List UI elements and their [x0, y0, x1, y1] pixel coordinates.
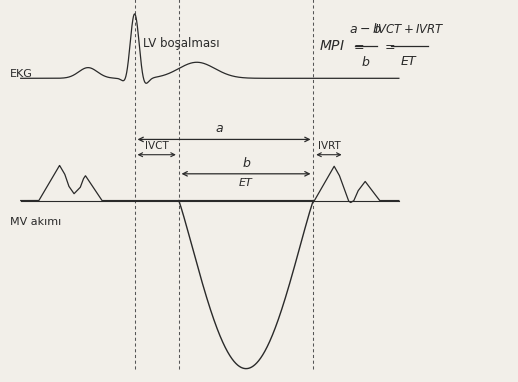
Text: EKG: EKG	[10, 70, 33, 79]
Text: ET: ET	[239, 178, 253, 188]
Text: $\mathit{ET}$: $\mathit{ET}$	[400, 55, 419, 68]
Text: $=$: $=$	[351, 39, 364, 52]
Text: $\mathit{b}$: $\mathit{b}$	[361, 55, 370, 70]
Text: IVRT: IVRT	[318, 141, 340, 151]
Text: MV akımı: MV akımı	[10, 217, 62, 227]
Text: b: b	[242, 157, 250, 170]
Text: $=$: $=$	[382, 39, 395, 52]
Text: $\mathit{a-b}$: $\mathit{a-b}$	[349, 22, 381, 36]
Text: $\mathit{MPI}$: $\mathit{MPI}$	[319, 39, 344, 53]
Text: $\mathit{IVCT+IVRT}$: $\mathit{IVCT+IVRT}$	[374, 23, 444, 36]
Text: IVCT: IVCT	[145, 141, 168, 151]
Text: LV boşalması: LV boşalması	[143, 37, 220, 50]
Text: a: a	[215, 122, 223, 135]
